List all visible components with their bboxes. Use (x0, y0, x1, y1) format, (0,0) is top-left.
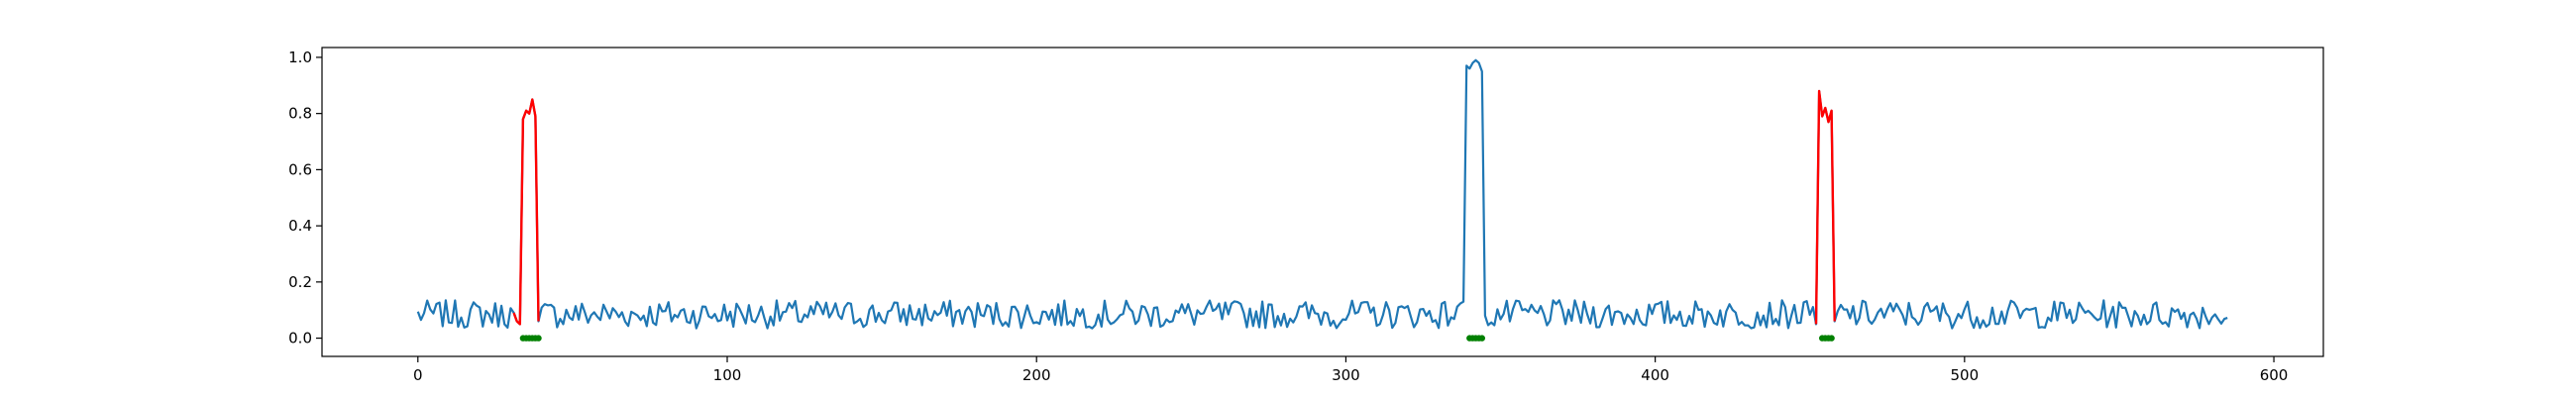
series-line-blue (416, 58, 2228, 330)
green-marker-0-5 (535, 335, 542, 342)
x-tick-label: 600 (2260, 366, 2289, 384)
y-tick-label: 0.4 (288, 217, 312, 235)
x-tick-label: 500 (1951, 366, 1980, 384)
x-tick-label: 100 (713, 366, 742, 384)
x-tick-label: 200 (1022, 366, 1051, 384)
y-tick-label: 0.6 (288, 160, 312, 178)
series-line-red-segment-0 (512, 98, 540, 326)
y-tick-label: 0.0 (288, 330, 312, 347)
series-layer (416, 58, 2228, 342)
green-marker-1-4 (1478, 335, 1486, 342)
ticks-layer: 0 100 200 300 400 500 600 0.0 0.2 0.4 0.6 0.8 1.0 (288, 49, 2288, 384)
x-tick-label: 300 (1332, 366, 1360, 384)
y-tick-label: 0.2 (288, 273, 312, 291)
x-tick-label: 0 (413, 366, 423, 384)
green-marker-2-3 (1828, 335, 1835, 342)
y-tick-label: 0.8 (288, 105, 312, 123)
x-tick-label: 400 (1641, 366, 1669, 384)
axes-frame (321, 47, 2324, 357)
y-tick-label: 1.0 (288, 49, 312, 66)
series-line-red-segment-1 (1814, 89, 1836, 325)
